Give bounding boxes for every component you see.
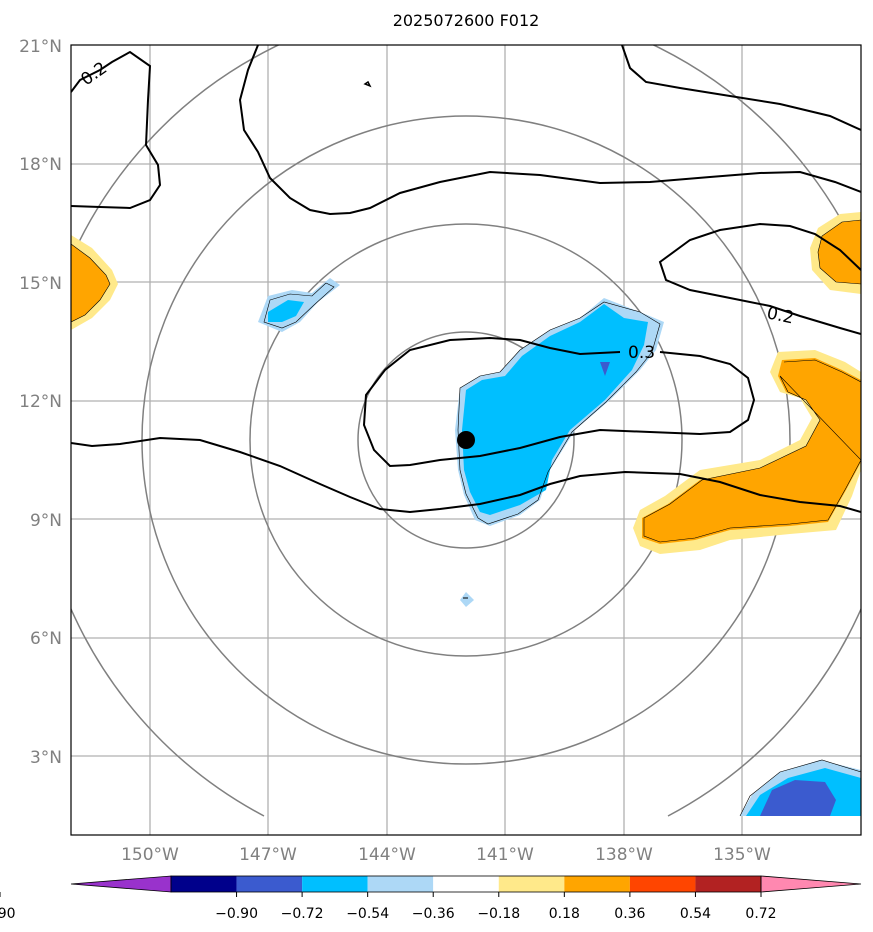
colorbar-bin — [302, 876, 368, 892]
colorbar-tick-label: −0.18 — [477, 906, 520, 922]
map-area: 0.2 0.3 0.2 — [71, 45, 861, 835]
colorbar-bin — [367, 876, 434, 892]
colorbar-bin — [564, 876, 630, 892]
colorbar-tick-label: 0.72 — [745, 906, 776, 922]
lat-label-6n: 6°N — [30, 629, 62, 649]
colorbar-bin — [629, 876, 696, 892]
chart-title: 2025072600 F012 — [393, 11, 540, 30]
lon-label-144w: 144°W — [358, 845, 416, 865]
colorbar-extend-low — [70, 875, 172, 893]
contour-label-1: 0.3 — [628, 343, 655, 363]
colorbar-tick-label: 0.54 — [680, 906, 711, 922]
lat-label-15n: 15°N — [19, 274, 62, 294]
colorbar-bin — [498, 876, 565, 892]
colorbar-tick-label: 0.18 — [549, 906, 580, 922]
colorbar-tick-label: 0.90 — [0, 906, 16, 922]
colorbar-bin — [433, 876, 499, 892]
lon-label-138w: 138°W — [595, 845, 653, 865]
map-frame — [70, 44, 862, 836]
lon-label-150w: 150°W — [121, 845, 179, 865]
colorbar-tick-label: −0.72 — [281, 906, 324, 922]
lon-label-141w: 141°W — [476, 845, 534, 865]
colorbar: −0.90 −0.72 −0.54 −0.36 −0.18 0.18 0.36 0.54 0.7… — [0, 875, 862, 922]
colorbar-bin — [236, 876, 303, 892]
lat-label-9n: 9°N — [30, 511, 62, 531]
lon-label-135w: 135°W — [713, 845, 771, 865]
colorbar-bin — [171, 876, 237, 892]
colorbar-tick-label: −0.54 — [346, 906, 389, 922]
lat-label-3n: 3°N — [30, 748, 62, 768]
lat-label-21n: 21°N — [19, 37, 62, 57]
colorbar-frame — [170, 875, 762, 893]
negative-anomaly-shading — [258, 278, 861, 817]
contour-lines — [71, 45, 861, 599]
lon-label-147w: 147°W — [239, 845, 297, 865]
lat-label-12n: 12°N — [19, 392, 62, 412]
colorbar-bin — [695, 876, 761, 892]
colorbar-extend-high — [760, 875, 862, 893]
colorbar-tick-label: −0.36 — [412, 906, 455, 922]
longitude-labels: 150°W 147°W 144°W 141°W 138°W 135°W — [121, 845, 771, 865]
latitude-labels: 21°N 18°N 15°N 12°N 9°N 6°N 3°N — [19, 37, 62, 768]
lat-label-18n: 18°N — [19, 155, 62, 175]
colorbar-tick-label: 0.36 — [614, 906, 645, 922]
colorbar-tick-label: −0.90 — [215, 906, 258, 922]
storm-center-marker — [457, 431, 475, 449]
